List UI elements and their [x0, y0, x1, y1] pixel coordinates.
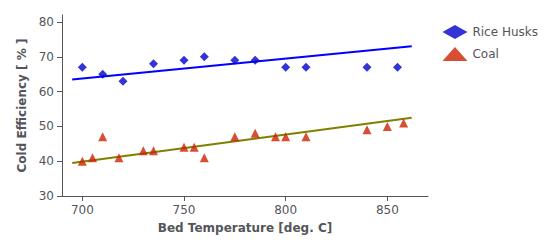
svg-text:700: 700	[71, 203, 94, 217]
svg-text:70: 70	[39, 50, 54, 64]
svg-text:Coal: Coal	[472, 47, 498, 61]
svg-text:60: 60	[39, 85, 54, 99]
svg-text:850: 850	[376, 203, 399, 217]
svg-text:800: 800	[274, 203, 297, 217]
svg-text:50: 50	[39, 119, 54, 133]
svg-text:40: 40	[39, 154, 54, 168]
svg-text:Bed Temperature [deg. C]: Bed Temperature [deg. C]	[158, 221, 332, 235]
svg-text:750: 750	[173, 203, 196, 217]
svg-text:Cold Efficiency [ % ]: Cold Efficiency [ % ]	[15, 39, 29, 173]
svg-text:Rice Husks: Rice Husks	[472, 25, 538, 39]
svg-text:30: 30	[39, 189, 54, 203]
svg-text:80: 80	[39, 15, 54, 29]
